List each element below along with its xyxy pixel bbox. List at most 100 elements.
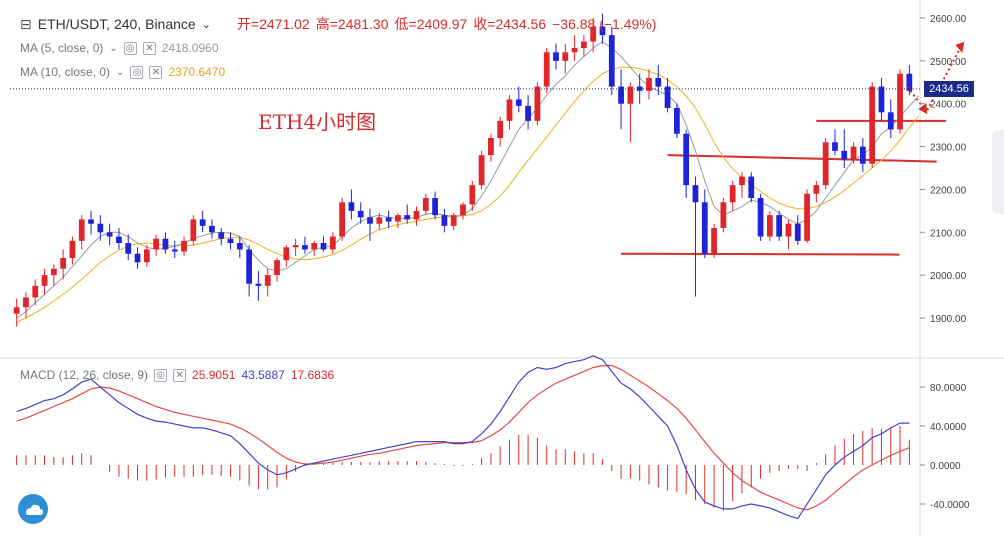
price-tick-label: 2200.00: [930, 185, 967, 196]
eye-icon[interactable]: ◎: [123, 41, 137, 55]
macd-axis[interactable]: 80.0000 40.0000 0.0000 -40.0000: [920, 383, 970, 511]
candle-body: [376, 217, 383, 224]
candle-body: [739, 176, 745, 186]
high-value: 高=2481.30: [315, 16, 389, 32]
candle-body: [506, 99, 513, 121]
candle-body: [190, 219, 197, 241]
candle-body: [804, 193, 810, 241]
symbol-label[interactable]: ETH/USDT, 240, Binance: [37, 16, 196, 32]
candle-body: [97, 223, 104, 233]
close-icon[interactable]: ✕: [173, 368, 187, 382]
support-resistance-line: [667, 154, 937, 163]
candle-body: [664, 86, 671, 108]
candle-body: [683, 133, 690, 186]
change-value: −36.88 (−1.49%): [552, 16, 657, 32]
candle-body: [69, 240, 76, 258]
candle-body: [283, 247, 290, 261]
candle-body: [627, 86, 634, 104]
candle-body: [218, 232, 225, 239]
chevron-down-icon[interactable]: ⌄: [109, 42, 118, 54]
scroll-handle[interactable]: [992, 130, 1004, 214]
candle-body: [822, 142, 829, 186]
candle-body: [794, 223, 801, 241]
close-icon[interactable]: ✕: [149, 65, 163, 79]
candle-body: [581, 41, 587, 48]
candle-body: [450, 215, 457, 226]
rally-arrowhead: [955, 41, 965, 53]
candle-body: [813, 185, 820, 194]
candle-body: [78, 219, 85, 241]
candle-body: [348, 202, 355, 211]
candle-body: [525, 105, 531, 121]
candle-body: [13, 307, 20, 314]
chevron-down-icon[interactable]: ⌄: [116, 66, 125, 78]
candle-body: [720, 202, 727, 228]
candle-body: [199, 219, 206, 226]
candle-body: [618, 86, 624, 104]
candle-body: [832, 142, 838, 151]
candle-body: [701, 202, 708, 254]
candle-body: [887, 112, 894, 130]
candle-body: [404, 215, 411, 220]
candle-body: [776, 215, 783, 237]
chart-annotation: ETH4小时图: [258, 110, 377, 134]
candle-body: [264, 275, 271, 286]
candle-body: [32, 285, 39, 298]
symbol-legend: ⊟ ETH/USDT, 240, Binance ⌄ 开=2471.02 高=2…: [20, 14, 656, 34]
candle-body: [181, 240, 187, 252]
eye-icon[interactable]: ◎: [130, 65, 144, 79]
candle-body: [711, 228, 717, 254]
candle-body: [766, 215, 773, 237]
eye-icon[interactable]: ◎: [154, 368, 168, 382]
candle-body: [422, 198, 429, 211]
candle-body: [255, 283, 262, 286]
candle-body: [41, 275, 48, 286]
candle-body: [906, 73, 913, 91]
candles: [13, 13, 913, 327]
candle-body: [357, 210, 364, 218]
macd-line-value: 43.5887: [241, 368, 285, 382]
price-axis[interactable]: 2600.00 2500.00 2400.00 2300.00 2200.00 2100.…: [920, 14, 967, 325]
level-lines: [621, 119, 946, 256]
candle-body: [162, 238, 169, 250]
collapse-icon[interactable]: ⊟: [20, 15, 32, 32]
candle-body: [636, 86, 643, 91]
tradingview-logo-icon[interactable]: [18, 494, 48, 524]
candle-body: [246, 249, 253, 284]
ma10-label[interactable]: MA (10, close, 0): [20, 65, 111, 79]
candle-body: [571, 48, 578, 53]
ma10-legend: MA (10, close, 0) ⌄ ◎ ✕ 2370.6470: [20, 65, 225, 79]
candle-body: [60, 258, 67, 269]
candle-body: [88, 219, 94, 224]
candle-body: [562, 52, 569, 61]
candle-body: [590, 26, 597, 42]
macd-tick-label: 80.0000: [930, 383, 967, 394]
candle-body: [209, 225, 215, 233]
candle-body: [367, 217, 373, 224]
chevron-down-icon[interactable]: ⌄: [201, 18, 211, 31]
ma10-line: [16, 66, 919, 323]
macd-line: [16, 355, 910, 520]
candle-body: [488, 138, 494, 156]
candle-body: [292, 245, 299, 248]
candle-body: [478, 155, 485, 186]
macd-label[interactable]: MACD (12, 26, close, 9): [20, 368, 149, 382]
candle-body: [274, 260, 280, 276]
pullback-arrowhead: [918, 103, 928, 115]
candle-body: [841, 150, 848, 160]
candle-body: [673, 108, 680, 134]
candle-body: [748, 176, 755, 198]
close-value: 收=2434.56: [473, 16, 547, 32]
macd-signal-line: [16, 365, 910, 511]
candle-body: [729, 185, 736, 203]
ma5-label[interactable]: MA (5, close, 0): [20, 41, 104, 55]
close-icon[interactable]: ✕: [142, 41, 156, 55]
open-value: 开=2471.02: [236, 16, 310, 32]
candle-body: [599, 26, 606, 36]
macd-panel: [16, 355, 910, 520]
candle-body: [143, 249, 150, 263]
candle-body: [106, 232, 113, 237]
candle-body: [320, 243, 327, 250]
